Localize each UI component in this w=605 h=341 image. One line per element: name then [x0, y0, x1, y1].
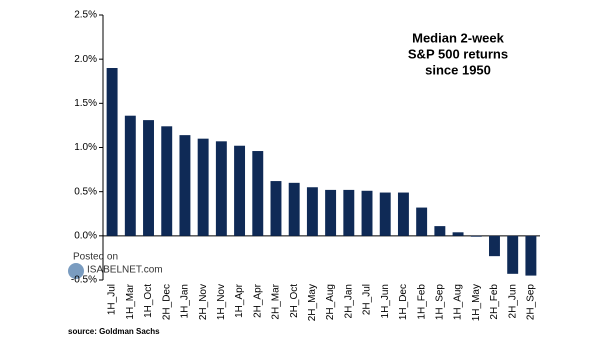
chart-title: S&P 500 returns: [408, 46, 508, 61]
y-tick-label: 1.0%: [74, 142, 97, 153]
watermark: Posted on: [73, 252, 118, 263]
bar: [215, 141, 227, 236]
y-tick-label: 0.5%: [74, 186, 97, 197]
x-tick-label: 2H_May: [307, 284, 318, 321]
source: source: Goldman Sachs: [68, 327, 160, 336]
bar: [379, 192, 391, 236]
x-tick-label: 1H_May: [471, 284, 482, 321]
x-tick-label: 2H_Jul: [362, 284, 373, 315]
y-tick-label: -0.5%: [71, 275, 97, 286]
y-tick-label: 1.5%: [74, 98, 97, 109]
x-tick-label: 1H_Oct: [143, 284, 154, 318]
chart-title: since 1950: [425, 62, 491, 77]
bar: [288, 182, 300, 236]
y-tick-label: 0.0%: [74, 230, 97, 241]
x-tick-label: 1H_Jul: [107, 284, 118, 315]
bar: [343, 189, 355, 236]
y-tick-label: 2.0%: [74, 54, 97, 65]
y-tick-label: 2.5%: [74, 10, 97, 21]
bar: [161, 126, 173, 236]
x-tick-label: 2H_Dec: [161, 284, 172, 320]
bar: [234, 145, 246, 236]
watermark-logo: [68, 263, 84, 279]
x-tick-label: 2H_Sep: [526, 284, 537, 321]
bar: [525, 235, 537, 276]
bar: [416, 207, 428, 236]
bar: [507, 235, 519, 274]
x-tick-label: 1H_Jun: [380, 284, 391, 318]
x-tick-label: 1H_Nov: [216, 284, 227, 320]
x-tick-label: 1H_Aug: [453, 284, 464, 320]
bar: [270, 181, 282, 236]
x-tick-label: 2H_Jun: [507, 284, 518, 318]
x-tick-label: 1H_Mar: [125, 283, 136, 319]
x-tick-label: 1H_Sep: [434, 284, 445, 321]
x-tick-label: 2H_Oct: [289, 284, 300, 318]
bar: [470, 235, 482, 237]
x-tick-label: 1H_Jan: [180, 284, 191, 318]
x-tick-label: 2H_Mar: [271, 283, 282, 319]
bar: [306, 187, 318, 236]
bar: [197, 138, 209, 236]
x-tick-label: 2H_Feb: [489, 284, 500, 320]
x-tick-label: 1H_Dec: [398, 284, 409, 320]
x-tick-label: 2H_Nov: [198, 284, 209, 320]
bar: [397, 192, 409, 236]
watermark: ISABELNET.com: [87, 265, 163, 276]
bar: [434, 226, 446, 236]
x-tick-label: 2H_Jan: [343, 284, 354, 318]
bar: [106, 68, 118, 236]
x-tick-label: 1H_Apr: [234, 283, 245, 318]
bar: [489, 235, 500, 257]
bar: [124, 115, 136, 236]
bar: [143, 120, 154, 236]
bar: [252, 151, 264, 236]
chart-title: Median 2-week: [412, 30, 505, 45]
bar: [179, 135, 191, 236]
bar: [361, 190, 373, 236]
x-tick-label: 2H_Apr: [252, 283, 263, 318]
x-tick-label: 1H_Feb: [416, 284, 427, 320]
bar: [452, 232, 464, 236]
x-tick-label: 2H_Aug: [325, 284, 336, 320]
bar: [325, 189, 337, 236]
